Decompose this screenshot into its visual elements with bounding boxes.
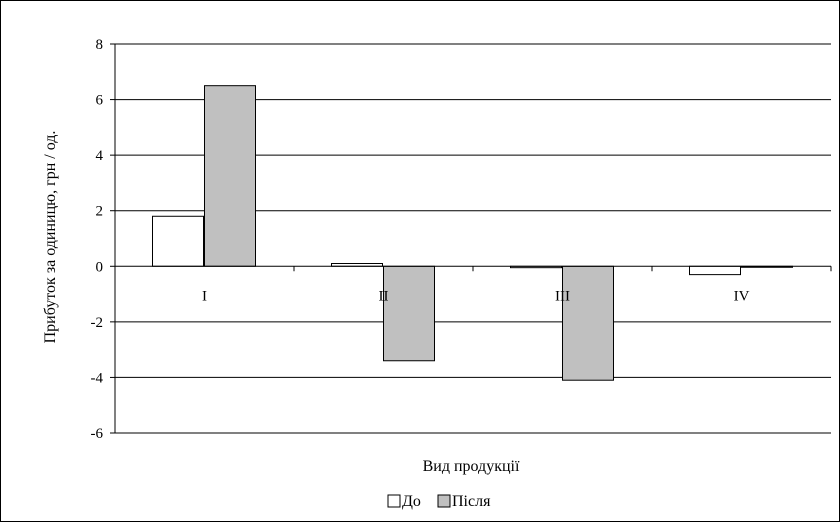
bar-do-I xyxy=(152,215,204,267)
y-tick-label: -6 xyxy=(91,426,104,442)
y-tick-label: 4 xyxy=(96,148,104,164)
bar-pislya-I xyxy=(204,85,256,267)
legend-label-pislya: Після xyxy=(452,493,491,510)
y-axis-title: Прибуток за одиницю, грн / од. xyxy=(42,131,59,344)
x-category-labels: I II III IV xyxy=(202,288,750,304)
bar-pislya-III xyxy=(562,265,614,381)
bar-pislya-II xyxy=(383,265,435,362)
bar-do-IV xyxy=(689,265,741,276)
x-category-label: II xyxy=(379,288,389,304)
y-tick-label: -4 xyxy=(91,370,104,386)
y-tick-label: 2 xyxy=(96,204,104,220)
legend-swatch-do xyxy=(387,494,401,508)
y-tick-label: 8 xyxy=(96,37,104,53)
bars xyxy=(152,85,793,381)
x-category-label: IV xyxy=(734,288,750,304)
y-tick-label: -2 xyxy=(91,315,104,331)
x-category-label: III xyxy=(555,288,570,304)
legend-swatch-pislya xyxy=(437,494,451,508)
y-tick-label: 6 xyxy=(96,93,104,109)
x-axis-title: Вид продукції xyxy=(423,458,520,475)
legend: До Після xyxy=(387,493,491,510)
y-tick-labels: 8 6 4 2 0 -2 -4 -6 xyxy=(91,37,104,442)
y-tick-label: 0 xyxy=(96,259,104,275)
x-category-label: I xyxy=(202,288,207,304)
legend-label-do: До xyxy=(402,493,421,510)
axes xyxy=(110,43,832,434)
